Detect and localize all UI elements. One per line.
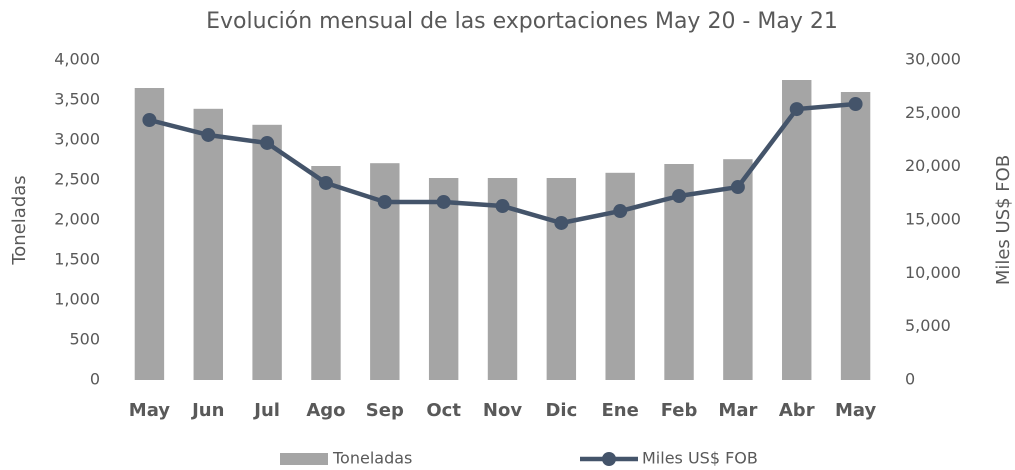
line-marker xyxy=(377,194,392,209)
bar xyxy=(546,178,577,380)
y-tick-label: 2,000 xyxy=(54,210,100,229)
line-marker xyxy=(554,215,569,230)
y-tick-label: 1,000 xyxy=(54,290,100,309)
y-tick-label: 1,500 xyxy=(54,250,100,269)
bar xyxy=(605,172,635,380)
bar xyxy=(723,159,753,380)
y2-tick-label: 5,000 xyxy=(905,316,951,335)
line-marker xyxy=(672,189,687,203)
x-tick-label: Ene xyxy=(602,400,639,421)
y2-tick-label: 15,000 xyxy=(905,210,961,229)
x-tick-label: Dic xyxy=(545,400,577,421)
y2-axis-title: Miles US$ FOB xyxy=(993,155,1014,285)
x-tick-label: Oct xyxy=(426,400,461,421)
line-marker xyxy=(495,199,510,214)
y-tick-label: 3,000 xyxy=(54,130,100,149)
y2-tick-label: 0 xyxy=(905,370,915,389)
line-marker xyxy=(730,180,745,195)
x-tick-label: May xyxy=(835,400,877,421)
x-tick-label: Abr xyxy=(779,400,815,421)
bar xyxy=(311,166,341,380)
y-tick-label: 500 xyxy=(69,330,100,349)
line-marker xyxy=(260,135,275,150)
line-marker xyxy=(789,102,804,117)
y-tick-label: 4,000 xyxy=(54,50,100,69)
line-marker xyxy=(436,194,451,209)
bar xyxy=(428,178,459,380)
y-tick-label: 0 xyxy=(90,370,100,389)
chart-title: Evolución mensual de las exportaciones M… xyxy=(206,9,838,34)
legend-marker xyxy=(602,452,616,466)
y2-tick-label: 20,000 xyxy=(905,156,961,175)
x-tick-label: Mar xyxy=(718,400,757,421)
line-marker xyxy=(613,204,628,219)
y2-tick-label: 30,000 xyxy=(905,50,961,69)
x-tick-label: Ago xyxy=(306,400,345,421)
x-tick-label: Jun xyxy=(190,400,224,421)
legend-swatch xyxy=(280,453,328,465)
y-axis-title: Toneladas xyxy=(9,175,30,265)
x-tick-label: Jul xyxy=(252,400,280,421)
x-tick-label: Sep xyxy=(366,400,404,421)
y2-tick-label: 25,000 xyxy=(905,103,961,122)
line-marker xyxy=(201,127,216,142)
bar xyxy=(840,92,871,380)
x-tick-label: Feb xyxy=(661,400,698,421)
legend-label: Toneladas xyxy=(332,449,412,468)
bar xyxy=(252,124,282,380)
line-marker xyxy=(848,97,863,111)
line-marker xyxy=(142,113,157,127)
y2-tick-label: 10,000 xyxy=(905,263,961,282)
y-tick-label: 2,500 xyxy=(54,170,100,189)
x-tick-label: May xyxy=(129,400,171,421)
line-marker xyxy=(318,175,333,190)
bar xyxy=(782,80,812,380)
bar xyxy=(134,88,165,380)
legend-label: Miles US$ FOB xyxy=(642,449,758,468)
bar xyxy=(193,108,223,381)
x-tick-label: Nov xyxy=(483,400,522,421)
y-tick-label: 3,500 xyxy=(54,90,100,109)
